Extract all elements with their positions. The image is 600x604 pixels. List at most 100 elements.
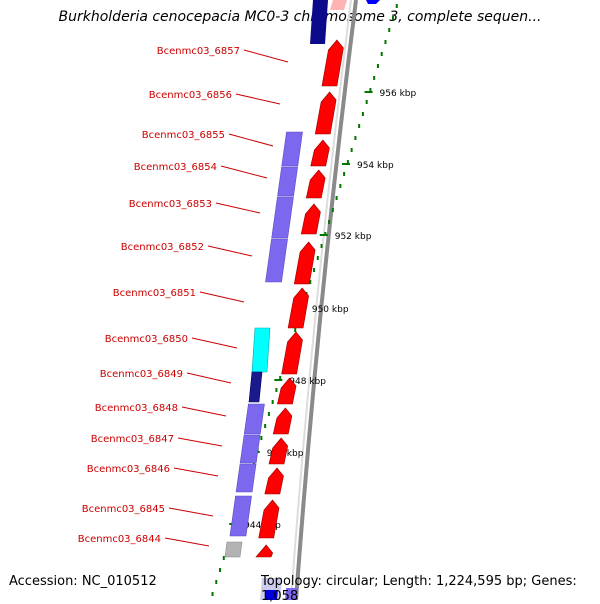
- gene-label[interactable]: Bcenmc03_6851: [113, 288, 196, 299]
- label-leader: [177, 437, 223, 447]
- protein-box[interactable]: [271, 196, 294, 239]
- feature-bottom-purple[interactable]: [285, 588, 298, 600]
- gene-label[interactable]: Bcenmc03_6853: [129, 199, 212, 210]
- label-leader: [173, 467, 219, 477]
- protein-box[interactable]: [239, 434, 261, 464]
- feature-top-pink[interactable]: [330, 0, 347, 10]
- ruler-dot: [316, 256, 319, 260]
- label-leader: [215, 202, 261, 214]
- ruler-dot: [395, 4, 398, 8]
- ruler-dot: [309, 280, 312, 284]
- gene-label[interactable]: Bcenmc03_6854: [134, 162, 217, 173]
- ruler-dot: [391, 16, 394, 20]
- backbone: [290, 0, 358, 600]
- label-leader: [186, 372, 232, 384]
- gene-label[interactable]: Bcenmc03_6852: [121, 242, 204, 253]
- ruler-dot: [215, 580, 218, 584]
- ruler-dot: [350, 148, 353, 152]
- protein-box[interactable]: [229, 495, 252, 537]
- ruler-dot: [384, 40, 387, 44]
- ruler-dot: [343, 172, 346, 176]
- ruler-label: 948 kbp: [289, 377, 326, 387]
- ruler-dot: [271, 400, 274, 404]
- ruler-label: 950 kbp: [312, 305, 349, 315]
- label-leader: [199, 291, 245, 303]
- gene-arrow[interactable]: [268, 437, 289, 465]
- feature-track[interactable]: [224, 0, 380, 600]
- pseudo-gene[interactable]: [224, 541, 243, 558]
- gene-arrow[interactable]: [258, 499, 280, 539]
- label-leader: [181, 406, 227, 417]
- gene-arrow[interactable]: [310, 139, 330, 167]
- ruler-dot: [376, 64, 379, 68]
- ruler-dot: [358, 124, 361, 128]
- label-leader: [207, 245, 253, 257]
- ruler-dot: [222, 556, 225, 560]
- gene-arrow[interactable]: [287, 287, 309, 329]
- ruler-dot: [313, 268, 316, 272]
- ruler-label: 954 kbp: [357, 161, 394, 171]
- ruler-dot: [331, 208, 334, 212]
- protein-box[interactable]: [265, 238, 288, 283]
- gene-arrow[interactable]: [255, 544, 274, 558]
- gene-label[interactable]: Bcenmc03_6846: [87, 464, 170, 475]
- label-leader: [164, 537, 210, 547]
- label-leader: [243, 49, 289, 63]
- ruler-dot: [328, 220, 331, 224]
- gene-labels[interactable]: Bcenmc03_6857 Bcenmc03_6856 Bcenmc03_6855 B…: [78, 46, 289, 547]
- gene-label[interactable]: Bcenmc03_6845: [82, 504, 165, 515]
- ruler-dot: [211, 592, 214, 596]
- ruler-dot: [279, 376, 282, 380]
- label-leader: [235, 93, 281, 105]
- protein-box[interactable]: [281, 131, 303, 167]
- ruler-dot: [354, 136, 357, 140]
- feature-top-dark[interactable]: [310, 0, 328, 44]
- ruler-dot: [373, 76, 376, 80]
- gene-arrow[interactable]: [264, 467, 284, 495]
- ruler-dot: [346, 160, 349, 164]
- ruler-dot: [369, 88, 372, 92]
- label-leader: [228, 133, 274, 147]
- gene-arrow[interactable]: [277, 377, 297, 405]
- gene-label[interactable]: Bcenmc03_6856: [149, 90, 232, 101]
- gene-arrow[interactable]: [281, 331, 303, 375]
- label-leader: [220, 165, 268, 179]
- gene-arrow[interactable]: [300, 203, 321, 235]
- selected-feature[interactable]: [251, 327, 271, 373]
- label-leader: [191, 337, 238, 349]
- ruler-dot: [361, 112, 364, 116]
- ruler-dot: [294, 328, 297, 332]
- gene-label[interactable]: Bcenmc03_6849: [100, 369, 183, 380]
- accession-text: Accession: NC_010512: [9, 574, 157, 589]
- ruler-dot: [388, 28, 391, 32]
- protein-box[interactable]: [235, 463, 257, 493]
- gene-label[interactable]: Bcenmc03_6857: [157, 46, 240, 57]
- ruler-dot: [380, 52, 383, 56]
- map-title: Burkholderia cenocepacia MC0-3 chromosom…: [58, 9, 542, 25]
- feature-dark[interactable]: [248, 371, 263, 403]
- ruler-dot: [365, 100, 368, 104]
- ruler-dot: [275, 388, 278, 392]
- label-leader: [168, 507, 214, 517]
- ruler-dot: [264, 424, 267, 428]
- gene-label[interactable]: Bcenmc03_6844: [78, 534, 161, 545]
- backbone-highlight: [290, 0, 352, 600]
- gene-arrow[interactable]: [293, 241, 316, 285]
- feature-top-blue[interactable]: [366, 0, 380, 4]
- ruler-dot: [219, 568, 222, 572]
- gene-arrow[interactable]: [272, 407, 293, 435]
- ruler-dot: [335, 196, 338, 200]
- feature-bottom-blue[interactable]: [265, 590, 278, 600]
- gene-label[interactable]: Bcenmc03_6855: [142, 130, 225, 141]
- gene-arrow[interactable]: [321, 39, 344, 87]
- protein-box[interactable]: [243, 403, 265, 435]
- gene-label[interactable]: Bcenmc03_6850: [105, 334, 188, 345]
- backbone-line: [294, 0, 358, 600]
- ruler-dot: [339, 184, 342, 188]
- gene-label[interactable]: Bcenmc03_6847: [91, 434, 174, 445]
- protein-box[interactable]: [277, 166, 298, 197]
- gene-label[interactable]: Bcenmc03_6848: [95, 403, 178, 414]
- gene-arrow[interactable]: [314, 91, 337, 135]
- gene-arrow[interactable]: [305, 169, 326, 199]
